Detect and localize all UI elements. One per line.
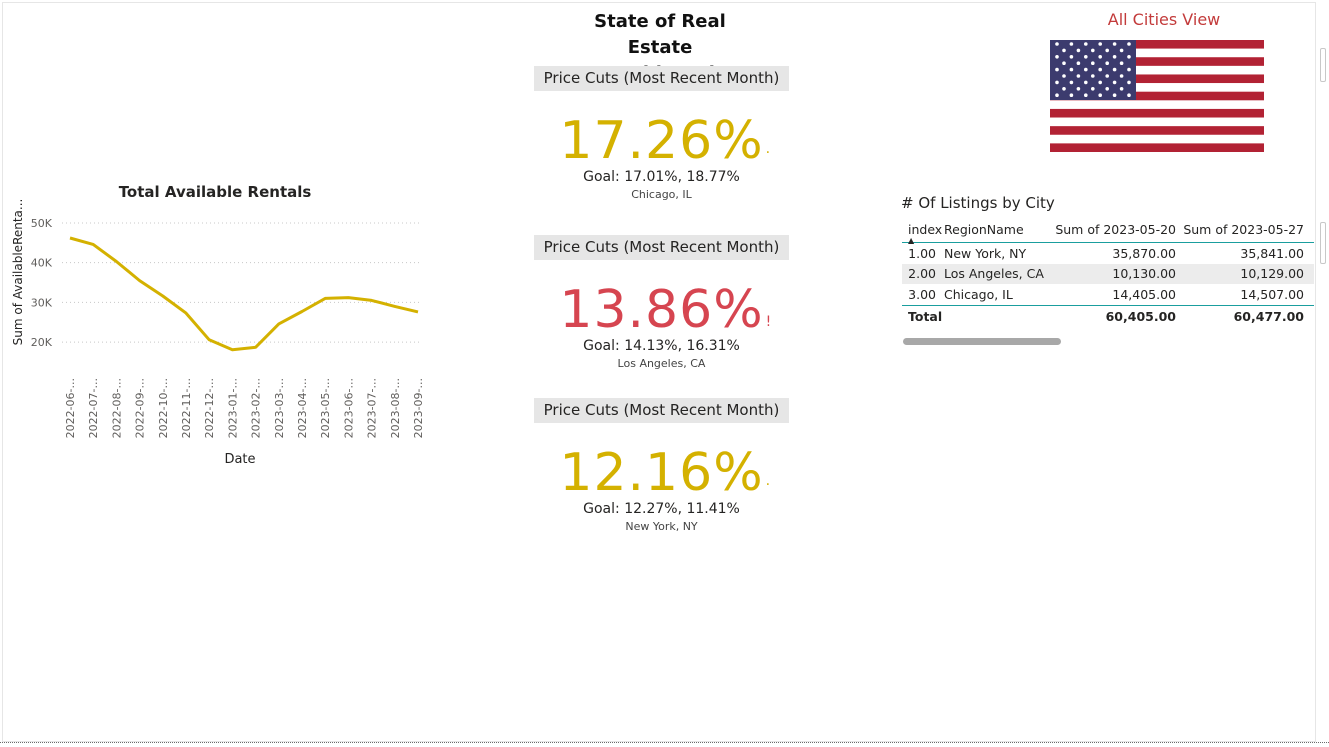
kpi-card-new-york[interactable]: Price Cuts (Most Recent Month) 12.16% · G… [534, 398, 789, 533]
cell-regionname: Chicago, IL [944, 286, 1013, 302]
kpi-value: 17.26% · [534, 111, 789, 171]
x-tick-label: 2022-08-... [110, 378, 123, 438]
x-tick-label: 2023-07-... [366, 378, 379, 438]
x-tick-label: 2023-08-... [389, 378, 402, 438]
kpi-card-chicago[interactable]: Price Cuts (Most Recent Month) 17.26% · G… [534, 66, 789, 201]
y-tick-label: 30K [31, 296, 53, 309]
x-tick-label: 2022-10-... [157, 378, 170, 438]
x-tick-label: 2022-06-... [64, 378, 77, 438]
table-total-row: Total 60,405.00 60,477.00 [902, 304, 1314, 327]
scrollbar-thumb[interactable] [1320, 48, 1326, 82]
x-tick-label: 2022-12-... [203, 378, 216, 438]
kpi-value-text: 17.26% [559, 111, 764, 171]
x-tick-label: 2023-05-... [319, 378, 332, 438]
cell-total-label: Total [908, 308, 943, 324]
column-header-regionname[interactable]: RegionName [944, 222, 1024, 237]
x-tick-label: 2023-06-... [342, 378, 355, 438]
cell-sum-2023-05-20: 10,130.00 [1112, 266, 1176, 282]
listings-table[interactable]: index ▲ RegionName Sum of 2023-05-20 Sum … [902, 217, 1314, 327]
kpi-city: Los Angeles, CA [617, 357, 706, 370]
cell-index: 2.00 [908, 266, 936, 282]
kpi-city: Chicago, IL [631, 188, 692, 201]
table-header-row: index ▲ RegionName Sum of 2023-05-20 Sum … [902, 217, 1314, 245]
column-header-sum-2023-05-27[interactable]: Sum of 2023-05-27 [1183, 222, 1304, 237]
kpi-status-icon: ! [765, 314, 773, 330]
kpi-card-los-angeles[interactable]: Price Cuts (Most Recent Month) 13.86%! G… [534, 235, 789, 370]
cell-index: 3.00 [908, 286, 936, 302]
x-tick-label: 2023-04-... [296, 378, 309, 438]
cell-sum-2023-05-27: 10,129.00 [1240, 266, 1304, 282]
kpi-value: 13.86%! [534, 280, 789, 340]
y-tick-label: 40K [31, 257, 53, 270]
cell-total-sum-2023-05-20: 60,405.00 [1105, 308, 1176, 324]
kpi-header: Price Cuts (Most Recent Month) [534, 66, 789, 91]
cell-sum-2023-05-20: 14,405.00 [1112, 286, 1176, 302]
column-header-label: index [908, 222, 943, 237]
chart-title: Total Available Rentals [118, 183, 312, 201]
kpi-status-icon: · [765, 145, 772, 161]
y-tick-label: 50K [31, 217, 53, 230]
kpi-value-text: 13.86% [559, 280, 764, 340]
cell-sum-2023-05-27: 35,841.00 [1240, 245, 1304, 261]
kpi-header: Price Cuts (Most Recent Month) [534, 398, 789, 423]
kpi-header: Price Cuts (Most Recent Month) [534, 235, 789, 260]
column-header-index[interactable]: index ▲ [902, 222, 944, 245]
page-title-line-1: State of Real Estate [594, 11, 726, 58]
x-tick-label: 2023-02-... [250, 378, 263, 438]
sort-ascending-icon: ▲ [908, 236, 915, 245]
all-cities-view-link[interactable]: All Cities View [1107, 10, 1221, 29]
x-tick-label: 2022-07-... [87, 378, 100, 438]
table-title: # Of Listings by City [901, 194, 1055, 212]
series-line-total-available-rentals [69, 236, 419, 352]
x-tick-label: 2023-03-... [273, 378, 286, 438]
cell-total-sum-2023-05-27: 60,477.00 [1233, 308, 1304, 324]
x-tick-label: 2023-09-... [412, 378, 425, 438]
cell-sum-2023-05-20: 35,870.00 [1112, 245, 1176, 261]
y-tick-label: 20K [31, 336, 53, 349]
column-header-sum-2023-05-20[interactable]: Sum of 2023-05-20 [1055, 222, 1176, 237]
cell-sum-2023-05-27: 14,507.00 [1240, 286, 1304, 302]
x-tick-label: 2023-01-... [226, 378, 239, 438]
cell-regionname: New York, NY [944, 245, 1027, 261]
x-tick-label: 2022-11-... [180, 378, 193, 438]
kpi-city: New York, NY [625, 520, 698, 533]
x-axis-label: Date [224, 452, 255, 467]
x-tick-label: 2022-09-... [134, 378, 147, 438]
kpi-goal: Goal: 14.13%, 16.31% [583, 338, 740, 354]
kpi-goal: Goal: 12.27%, 11.41% [583, 501, 740, 517]
cell-regionname: Los Angeles, CA [944, 266, 1044, 282]
y-axis-label: Sum of AvailableRenta... [11, 200, 25, 345]
kpi-value-text: 12.16% [559, 443, 764, 503]
table-horizontal-scrollbar[interactable] [903, 338, 1061, 345]
kpi-value: 12.16% · [534, 443, 789, 503]
kpi-status-icon: · [765, 477, 772, 493]
table-row[interactable]: 2.00 Los Angeles, CA 10,130.00 10,129.00 [902, 263, 1314, 284]
page-divider [0, 742, 1329, 745]
scrollbar-thumb[interactable] [1320, 222, 1326, 264]
table-row[interactable]: 3.00 Chicago, IL 14,405.00 14,507.00 [902, 284, 1314, 305]
table-row[interactable]: 1.00 New York, NY 35,870.00 35,841.00 [902, 243, 1314, 264]
line-chart[interactable]: 20K 30K 40K 50K 2022-06-... 2022-07-... 2022-… [0, 200, 440, 475]
cell-index: 1.00 [908, 245, 936, 261]
kpi-goal: Goal: 17.01%, 18.77% [583, 169, 740, 185]
us-flag-icon[interactable] [1050, 40, 1264, 152]
